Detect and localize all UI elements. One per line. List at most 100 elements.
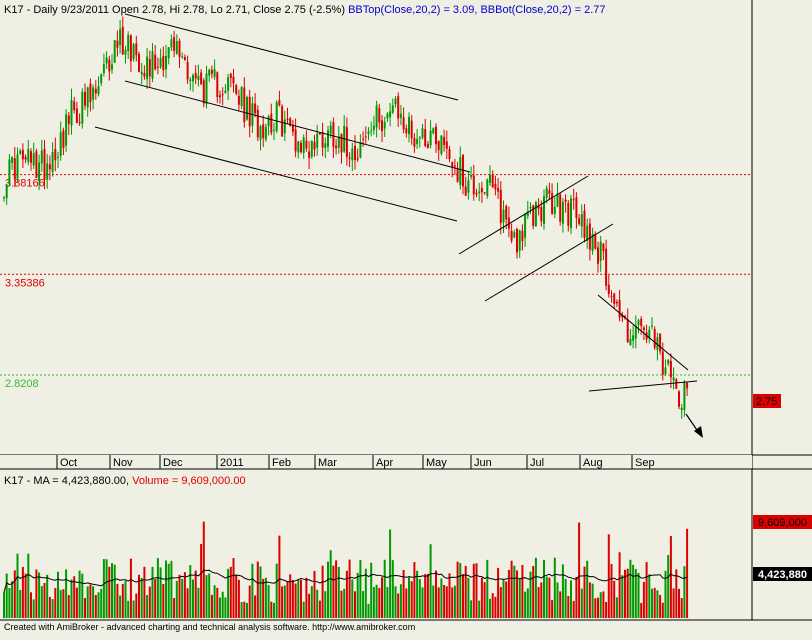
candle-body xyxy=(605,248,608,286)
volume-bar xyxy=(642,581,645,618)
volume-bar xyxy=(421,587,424,618)
candle-body xyxy=(48,164,51,170)
volume-bar xyxy=(359,560,362,618)
candle-body xyxy=(197,75,200,81)
trend-lines xyxy=(94,13,698,392)
volume-bar xyxy=(675,569,678,618)
volume-bar xyxy=(165,560,167,618)
candle-body xyxy=(181,56,184,58)
volume-bar xyxy=(183,572,186,618)
last-price-label: 2.75 xyxy=(756,396,777,408)
candle-body xyxy=(448,149,451,160)
volume-bar xyxy=(672,588,675,618)
volume-ma-line xyxy=(3,569,688,593)
candle-body xyxy=(532,205,535,226)
volume-bar xyxy=(262,578,265,618)
candle-body xyxy=(540,207,543,222)
volume-bar xyxy=(67,595,70,618)
volume-bar xyxy=(189,565,192,618)
last-ma-box xyxy=(753,567,812,581)
candle-body xyxy=(507,217,510,229)
candle-body xyxy=(513,232,516,238)
volume-bar xyxy=(351,579,354,618)
volume-bar xyxy=(629,559,632,618)
volume-bar xyxy=(27,553,30,618)
trend-line-6 xyxy=(588,380,698,392)
candle-body xyxy=(59,132,62,156)
candle-body xyxy=(275,102,278,132)
volume-bar xyxy=(337,566,340,618)
volume-bar xyxy=(480,577,483,618)
volume-bar xyxy=(348,559,351,618)
volume-bar xyxy=(572,600,575,618)
candle-body xyxy=(402,117,405,130)
volume-bar xyxy=(159,567,162,618)
volume-bar xyxy=(686,528,689,618)
candle-body xyxy=(475,192,478,195)
volume-bar xyxy=(475,563,478,618)
volume-bar xyxy=(286,581,289,618)
candle-body xyxy=(202,80,205,104)
candle-body xyxy=(443,136,446,145)
candle-body xyxy=(30,151,32,163)
volume-bar xyxy=(162,583,165,618)
volume-bar xyxy=(437,587,440,618)
candle-body xyxy=(642,327,645,331)
candle-body xyxy=(273,129,275,131)
volume-bar xyxy=(248,585,251,618)
candle-body xyxy=(192,75,194,82)
candle-body xyxy=(578,218,581,224)
candle-body xyxy=(521,230,524,242)
volume-bar xyxy=(534,557,537,618)
volume-bar xyxy=(70,579,73,618)
candle-body xyxy=(232,76,235,84)
volume-bar xyxy=(491,593,494,618)
candle-body xyxy=(259,125,262,140)
volume-bar xyxy=(78,570,81,618)
volume-bar xyxy=(591,583,594,618)
volume-bar xyxy=(167,563,170,618)
volume-bar xyxy=(111,563,113,618)
candle-body xyxy=(570,198,572,229)
volume-bar xyxy=(529,571,532,618)
volume-bar xyxy=(459,563,462,618)
candle-body xyxy=(669,360,672,378)
candle-body xyxy=(11,157,14,163)
volume-bar xyxy=(578,522,581,618)
volume-bar xyxy=(318,600,321,618)
volume-bar xyxy=(135,593,138,618)
x-axis-label-9: Jul xyxy=(530,457,544,469)
x-axis-label-3: 2011 xyxy=(220,457,244,469)
candle-body xyxy=(499,190,502,224)
volume-bar xyxy=(264,577,267,618)
volume-bar xyxy=(607,534,610,618)
candle-body xyxy=(432,128,435,134)
candle-body xyxy=(167,47,170,59)
x-axis-label-6: Apr xyxy=(376,457,393,469)
volume-bar xyxy=(324,591,327,618)
volume-bar xyxy=(453,585,456,618)
volume-bar xyxy=(391,560,394,618)
candle-body xyxy=(378,108,381,123)
volume-bar xyxy=(273,602,275,618)
candle-body xyxy=(618,300,621,318)
candle-body xyxy=(5,184,8,199)
candle-body xyxy=(678,391,680,407)
volume-bar xyxy=(213,585,216,618)
candle-body xyxy=(146,56,149,80)
candle-body xyxy=(470,175,473,177)
volume-bar xyxy=(570,580,572,618)
candle-body xyxy=(637,320,640,326)
candle-body xyxy=(148,59,151,77)
last-price-box xyxy=(753,394,781,408)
candle-body xyxy=(138,53,140,72)
candle-body xyxy=(559,194,562,222)
trend-line-2 xyxy=(94,126,458,222)
volume-bar xyxy=(278,535,281,618)
volume-bar xyxy=(510,560,513,618)
volume-bar xyxy=(8,588,11,618)
volume-bar xyxy=(518,578,521,618)
candle-body xyxy=(289,118,292,126)
volume-bar xyxy=(564,579,567,618)
